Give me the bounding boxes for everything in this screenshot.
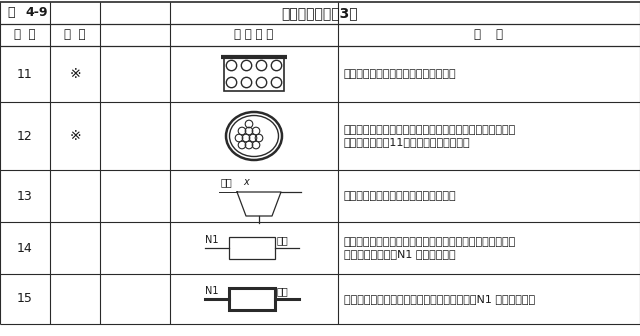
Text: 图 形 符 号: 图 形 符 号 [234,29,274,42]
Text: 新建直通型人孔（中直表示中号直通型人孔，N1 为人孔编号）: 新建直通型人孔（中直表示中号直通型人孔，N1 为人孔编号） [344,294,535,304]
Text: 原有过河或过铁路管道断面（大双细线圈为过河钢管或过铁
路顶管，小圆为11根单孔塑料管或钢管）: 原有过河或过铁路管道断面（大双细线圈为过河钢管或过铁 路顶管，小圆为11根单孔塑… [344,125,516,147]
Text: ※: ※ [69,129,81,143]
Text: N1: N1 [205,235,218,245]
Text: 中直: 中直 [277,286,289,296]
Bar [229,237,275,259]
Text: 表: 表 [8,6,19,19]
Bar [224,57,284,91]
Text: 序  号: 序 号 [14,29,36,42]
Bar [229,288,275,310]
Text: 原有过桥管道（箱体内或吊挂式）断面: 原有过桥管道（箱体内或吊挂式）断面 [344,69,456,79]
Text: 12: 12 [17,129,33,142]
Text: 说    明: 说 明 [474,29,504,42]
Text: N1: N1 [205,286,218,296]
Text: 11: 11 [17,68,33,81]
Text: 通信管道符号（3）: 通信管道符号（3） [282,6,358,20]
Text: 标  准: 标 准 [64,29,86,42]
Text: 13: 13 [17,190,33,203]
Text: 4-9: 4-9 [25,6,47,19]
Text: 局前: 局前 [221,177,233,187]
Text: 14: 14 [17,242,33,254]
Text: 15: 15 [17,293,33,305]
Text: ※: ※ [69,67,81,81]
Text: 中直: 中直 [277,235,289,245]
Text: 局前人孔（原有为细线，新建为粗线）: 局前人孔（原有为细线，新建为粗线） [344,191,456,201]
Text: x: x [243,177,249,187]
Text: 原有直通型人孔（注：有大号、中号、小号之分，中直表示
中号直通型人孔，N1 为人孔编号）: 原有直通型人孔（注：有大号、中号、小号之分，中直表示 中号直通型人孔，N1 为人… [344,237,516,259]
